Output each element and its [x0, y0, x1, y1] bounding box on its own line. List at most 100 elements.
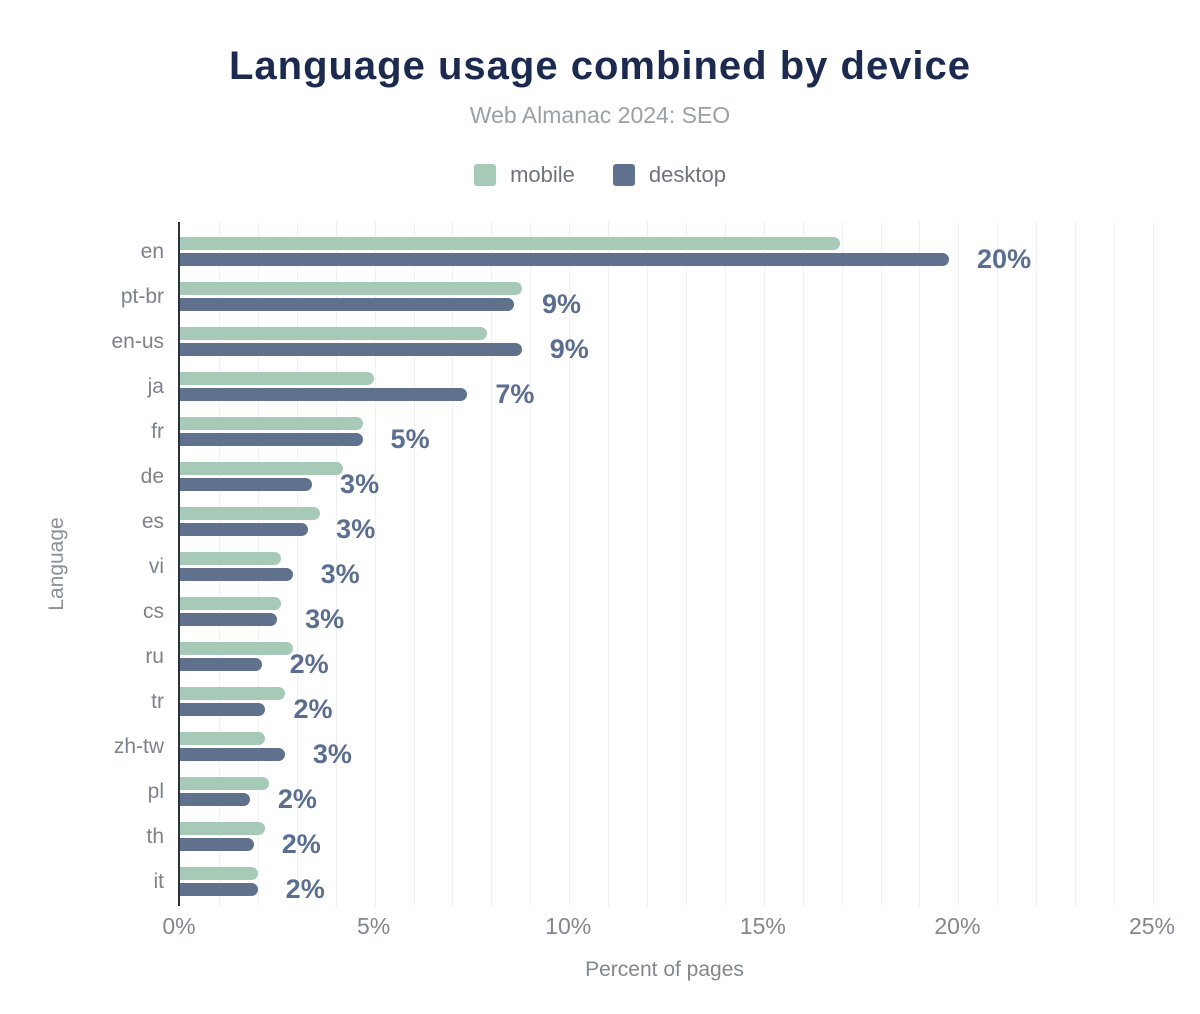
chart-row-fr: fr 5% — [151, 409, 1151, 454]
mobile-bar — [180, 822, 266, 835]
gridline — [335, 222, 337, 906]
desktop-bar-line: 7% — [180, 381, 1151, 408]
x-axis-ticks: 0% 5% 10% 15% 20% 25% — [162, 913, 1175, 941]
gridline — [1153, 222, 1154, 906]
desktop-bar — [180, 613, 278, 626]
value-label: 2% — [281, 829, 321, 859]
desktop-bar — [180, 388, 468, 401]
desktop-bar-line: 3% — [180, 606, 1151, 633]
category-label: it — [153, 869, 165, 893]
chart-subtitle: Web Almanac 2024: SEO — [469, 102, 731, 128]
x-axis-title: Percent of pages — [585, 958, 744, 981]
legend-item-mobile: mobile — [474, 162, 575, 188]
chart-row-vi: vi 3% — [149, 544, 1151, 589]
category-label: ru — [145, 644, 164, 668]
desktop-bar — [180, 433, 363, 446]
chart-row-pt-br: pt-br 9% — [121, 274, 1151, 319]
mobile-bar — [180, 372, 375, 385]
category-label: tr — [151, 689, 164, 713]
desktop-bar-line: 5% — [180, 426, 1151, 453]
value-label: 2% — [293, 694, 333, 724]
category-label: cs — [143, 599, 164, 623]
desktop-bar — [180, 703, 266, 716]
gridline — [919, 222, 921, 906]
value-label: 7% — [495, 379, 535, 409]
chart-row-es: es 3% — [142, 499, 1151, 544]
x-tick-label: 25% — [1128, 913, 1176, 939]
gridline — [647, 222, 649, 906]
mobile-bar — [180, 552, 281, 565]
x-tick-label: 10% — [545, 913, 592, 939]
desktop-bar-line: 2% — [180, 786, 1151, 813]
category-label: de — [140, 464, 164, 488]
value-label: 3% — [305, 604, 345, 634]
value-label: 3% — [312, 739, 352, 769]
gridline — [685, 222, 687, 906]
value-label: 3% — [340, 469, 380, 499]
legend-label-desktop: desktop — [648, 162, 726, 187]
legend-label-mobile: mobile — [510, 162, 575, 187]
category-label: zh-tw — [113, 734, 164, 758]
gridline — [841, 222, 843, 906]
x-tick-label: 15% — [739, 913, 786, 939]
mobile-bar — [180, 867, 258, 880]
chart-row-it: it 2% — [154, 859, 1151, 904]
mobile-bar — [180, 597, 281, 610]
desktop-bar-line: 2% — [180, 831, 1151, 858]
desktop-bar-line: 20% — [180, 246, 1151, 273]
desktop-bar-line: 2% — [180, 651, 1151, 678]
desktop-bar — [180, 658, 262, 671]
desktop-bar — [180, 793, 250, 806]
mobile-bar — [180, 237, 841, 250]
mobile-bar — [180, 687, 285, 700]
desktop-bar-line: 3% — [180, 561, 1151, 588]
category-label: vi — [148, 554, 164, 578]
value-label: 3% — [320, 559, 360, 589]
value-label: 9% — [549, 334, 589, 364]
x-tick-label: 5% — [356, 913, 391, 939]
chart-row-th: th 2% — [146, 814, 1151, 859]
desktop-bar — [180, 253, 950, 266]
value-label: 20% — [977, 244, 1032, 274]
category-label: es — [141, 509, 164, 533]
mobile-bar — [180, 327, 487, 340]
chart-row-en: en 20% — [141, 229, 1151, 274]
category-label: en-us — [111, 329, 164, 353]
gridline — [452, 222, 454, 906]
gridline — [569, 222, 571, 906]
gridline — [997, 222, 999, 906]
category-label: fr — [151, 419, 164, 443]
chart-row-pl: pl 2% — [148, 769, 1151, 814]
category-label: en — [140, 239, 164, 263]
legend-item-desktop: desktop — [612, 162, 726, 188]
gridline — [491, 222, 493, 906]
desktop-bar — [180, 748, 285, 761]
desktop-bar — [180, 568, 293, 581]
category-label: pt-br — [120, 284, 164, 308]
gridline — [880, 222, 882, 906]
gridline — [296, 222, 298, 906]
desktop-bar — [180, 838, 254, 851]
mobile-swatch-icon — [474, 164, 497, 186]
mobile-bar — [180, 417, 363, 430]
chart-row-ru: ru 2% — [145, 634, 1151, 679]
category-label: ja — [147, 374, 164, 398]
chart-row-cs: cs 3% — [143, 589, 1151, 634]
mobile-bar — [180, 282, 522, 295]
gridline — [802, 222, 804, 906]
gridline — [608, 222, 610, 906]
desktop-bar-line: 9% — [180, 291, 1151, 318]
mobile-bar — [180, 507, 320, 520]
category-label: th — [146, 824, 164, 848]
gridline — [530, 222, 532, 906]
value-label: 2% — [277, 784, 317, 814]
mobile-bar — [180, 642, 293, 655]
desktop-swatch-icon — [612, 164, 635, 186]
desktop-bar — [180, 478, 313, 491]
desktop-bar — [180, 298, 515, 311]
chart-row-en-us: en-us 9% — [111, 319, 1151, 364]
desktop-bar-line: 9% — [180, 336, 1151, 363]
desktop-bar-line: 3% — [180, 741, 1151, 768]
desktop-bar — [180, 343, 522, 356]
